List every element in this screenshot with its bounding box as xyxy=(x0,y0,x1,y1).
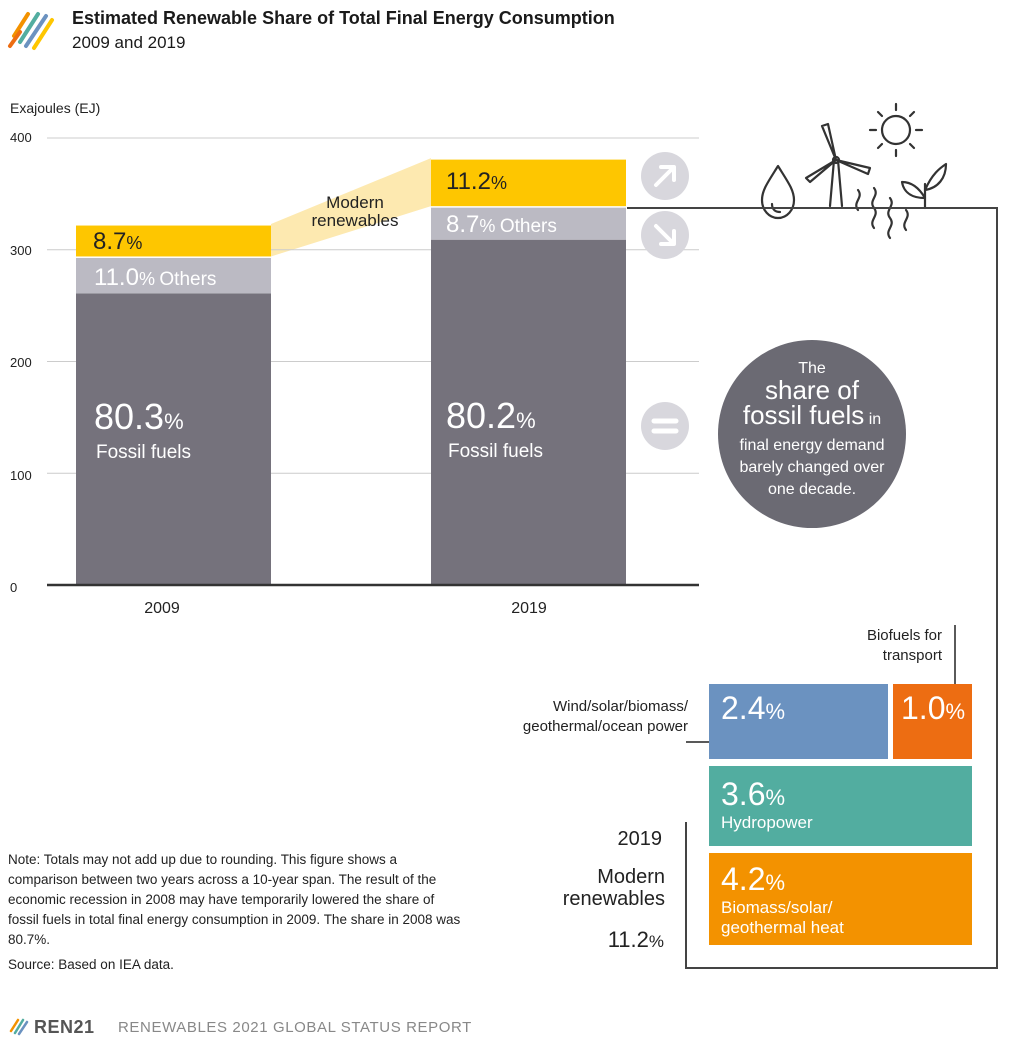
bar-2009-fossil-label: 80.3% xyxy=(94,396,184,437)
footer-report-title: RENEWABLES 2021 GLOBAL STATUS REPORT xyxy=(118,1019,472,1036)
bar-2009-fossil-name: Fossil fuels xyxy=(96,442,192,463)
y-axis-label: Exajoules (EJ) xyxy=(10,100,101,116)
equals-icon xyxy=(641,402,689,450)
modern-renewables-connector-label: Modern renewables xyxy=(311,193,399,230)
bar-2019-others xyxy=(431,207,626,240)
bar-2009-modern-renewables xyxy=(76,225,271,257)
chart-title: Estimated Renewable Share of Total Final… xyxy=(72,8,615,28)
y-tick-400: 400 xyxy=(10,130,32,145)
arrow-up-right-icon xyxy=(641,152,689,200)
bar-2019-fossil-label: 80.2% xyxy=(446,395,536,436)
chart-subtitle: 2009 and 2019 xyxy=(72,33,186,52)
bar-2019-others-label: 8.7% Others xyxy=(446,211,557,238)
note-text: Note: Totals may not add up due to round… xyxy=(8,852,461,947)
y-tick-200: 200 xyxy=(10,355,32,370)
tile-biomass-heat: 4.2% Biomass/solar/ geothermal heat xyxy=(709,853,972,945)
breakdown-label: Modern renewables xyxy=(562,866,665,910)
breakdown-total: 11.2% xyxy=(607,927,664,952)
ren21-logo xyxy=(8,12,54,50)
bar-2019-modern-renewables xyxy=(431,159,626,207)
bar-2019-fossil-name: Fossil fuels xyxy=(448,441,544,462)
renewables-connector-band xyxy=(271,158,431,257)
fossil-share-callout: The share of fossil fuels in final energ… xyxy=(718,340,906,528)
biofuels-callout: Biofuels for transport xyxy=(866,627,942,664)
tile-biofuels: 1.0% xyxy=(893,684,972,759)
arrow-down-right-icon xyxy=(641,211,689,259)
footer-brand: REN21 xyxy=(34,1017,95,1037)
x-tick-2009: 2009 xyxy=(144,600,180,617)
x-tick-2019: 2019 xyxy=(511,600,547,617)
bar-2009-fossil-fuels xyxy=(76,293,271,585)
y-tick-0: 0 xyxy=(10,580,18,595)
bar-2009-others-label: 11.0% Others xyxy=(94,264,217,291)
y-tick-300: 300 xyxy=(10,243,32,258)
ren21-footer-logo xyxy=(9,1018,29,1036)
bar-2009-others xyxy=(76,257,271,294)
bar-2019-renewables-label: 11.2% xyxy=(446,168,507,195)
wind-power-callout: Wind/solar/biomass/ geothermal/ocean pow… xyxy=(522,698,688,735)
y-tick-100: 100 xyxy=(10,468,32,483)
tile-wind-solar-power: 2.4% xyxy=(709,684,888,759)
breakdown-year: 2019 xyxy=(617,828,663,850)
bar-2009-renewables-label: 8.7% xyxy=(93,228,143,255)
bar-2019-fossil-fuels xyxy=(431,239,626,585)
source-text: Source: Based on IEA data. xyxy=(8,957,174,972)
tile-hydropower: 3.6% Hydropower xyxy=(709,766,972,846)
